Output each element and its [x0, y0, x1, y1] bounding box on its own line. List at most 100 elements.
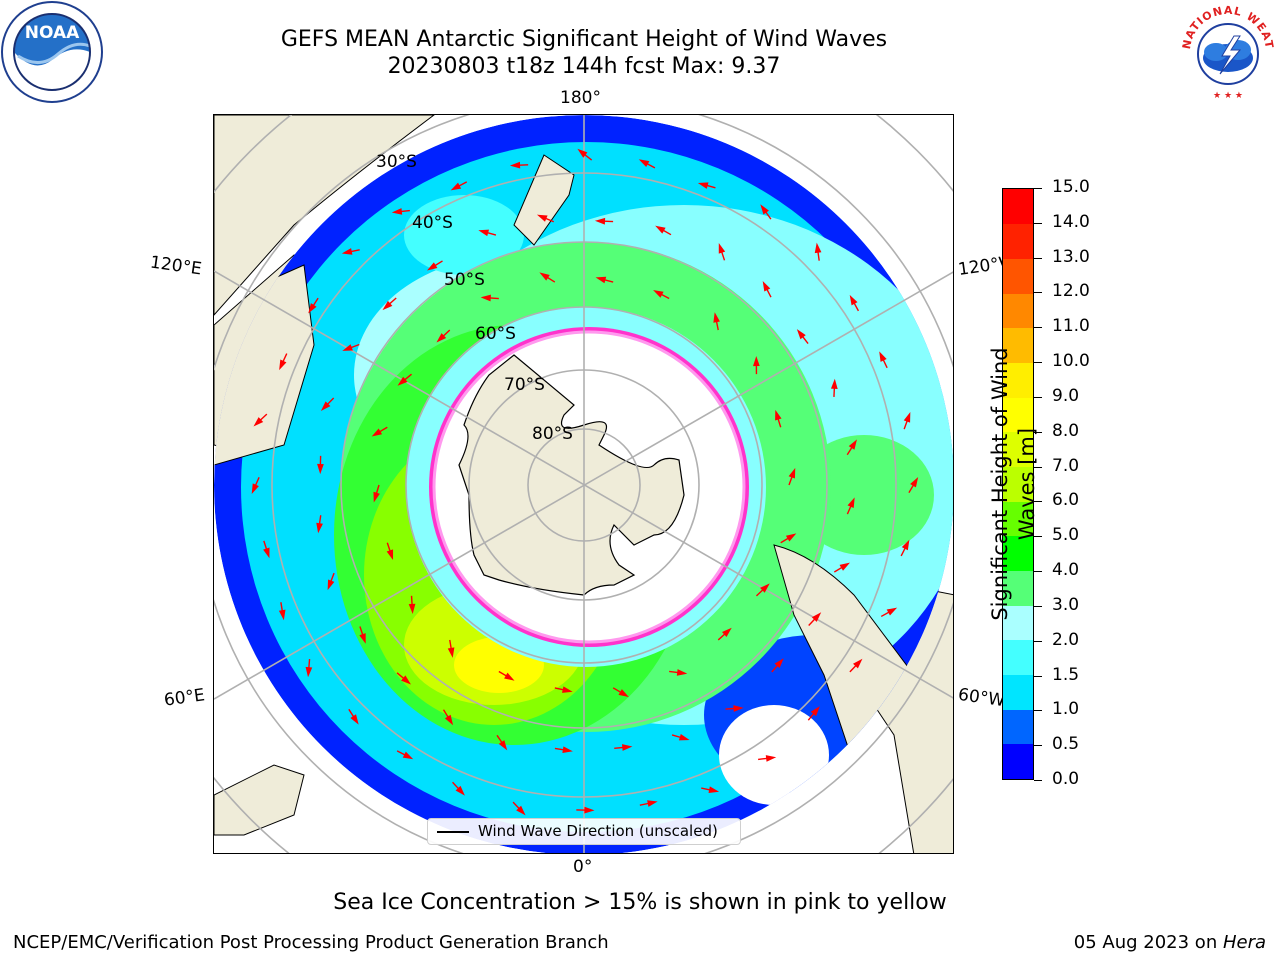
colorbar-tick-mark	[1034, 188, 1042, 189]
colorbar-segment	[1003, 605, 1033, 641]
wave-arrow-head	[350, 714, 359, 725]
colorbar-tick-mark	[1034, 780, 1042, 781]
colorbar-tick-label: 12.0	[1052, 281, 1090, 302]
colorbar-tick-label: 1.0	[1052, 699, 1080, 720]
colorbar-segment	[1003, 258, 1033, 294]
legend-label: Wind Wave Direction (unscaled)	[478, 822, 718, 840]
colorbar-tick-mark	[1034, 362, 1042, 364]
wave-arrow-head	[444, 714, 454, 726]
colorbar-segment	[1003, 362, 1033, 398]
colorbar-tick-mark	[1034, 710, 1042, 712]
wave-arrow-head	[539, 272, 550, 281]
colorbar-segment	[1003, 327, 1033, 363]
wave-arrow-head	[811, 612, 822, 622]
colorbar-tick-label: 10.0	[1052, 351, 1090, 372]
wave-arrow-head	[427, 262, 438, 271]
colorbar-tick-mark	[1034, 675, 1042, 677]
lat-label-70s: 70°S	[504, 375, 545, 395]
colorbar-tick-mark	[1034, 396, 1042, 398]
lat-label-60s: 60°S	[475, 324, 516, 344]
lon-label-upper-left: 120°E	[148, 252, 203, 280]
colorbar-segment	[1003, 293, 1033, 329]
wave-arrow-head	[775, 409, 782, 421]
wave-arrow-head	[279, 359, 287, 371]
map-legend: Wind Wave Direction (unscaled)	[427, 818, 741, 845]
wave-arrow-head	[594, 217, 606, 225]
wave-arrow-head	[536, 214, 548, 222]
colorbar-segment	[1003, 709, 1033, 745]
colorbar-tick-label: 11.0	[1052, 316, 1090, 337]
wave-arrow-head	[359, 633, 366, 644]
colorbar-segment	[1003, 639, 1033, 675]
chart-subtitle: 20230803 t18z 144h fcst Max: 9.37	[387, 54, 781, 79]
wave-arrow-head	[774, 658, 784, 669]
wave-arrow-head	[653, 289, 664, 298]
wind-wave-direction-arrows	[251, 148, 919, 816]
wave-arrow-head	[391, 208, 403, 215]
colorbar-segment	[1003, 743, 1033, 779]
colorbar-tick-label: 7.0	[1052, 455, 1080, 476]
wave-arrow-head	[371, 428, 383, 437]
nws-logo: NATIONAL WEATHER SERVICE ★ ★ ★	[1171, 0, 1280, 104]
wave-arrow-head	[504, 672, 515, 681]
colorbar-tick-mark	[1034, 431, 1042, 433]
lat-label-40s: 40°S	[412, 213, 453, 233]
wave-arrow-head	[697, 182, 709, 189]
wave-arrow-head	[408, 603, 416, 615]
wave-arrow-head	[480, 294, 491, 302]
wave-arrow-head	[849, 294, 858, 306]
lon-label-lower-left: 60°E	[162, 685, 207, 711]
wave-arrow-head	[796, 329, 806, 340]
colorbar-segment	[1003, 223, 1033, 259]
wave-arrow-head	[509, 161, 521, 169]
colorbar-tick-mark	[1034, 745, 1042, 747]
colorbar-tick-label: 1.5	[1052, 664, 1080, 685]
wave-arrow-head	[316, 522, 323, 534]
colorbar-title: Significant Height of Wind Waves [m]	[988, 347, 1039, 621]
footer-host: Hera	[1222, 932, 1266, 953]
wave-arrow-head	[708, 786, 720, 794]
wave-arrow-head	[263, 547, 270, 559]
wave-arrow-head	[762, 280, 771, 292]
wave-arrow-head	[382, 300, 393, 311]
wave-arrow-head	[618, 689, 629, 698]
wave-arrow-head	[447, 647, 455, 658]
noaa-logo: NOAA	[0, 0, 104, 104]
colorbar-tick-label: 3.0	[1052, 594, 1080, 615]
colorbar-tick-label: 8.0	[1052, 420, 1080, 441]
colorbar-tick-label: 5.0	[1052, 525, 1080, 546]
wave-arrow-head	[251, 483, 259, 494]
wave-arrow-head	[760, 583, 770, 593]
wave-arrow-head	[647, 800, 658, 807]
wave-arrow-head	[373, 491, 380, 503]
wave-arrow-head	[577, 148, 588, 158]
wave-arrow-head	[886, 607, 898, 616]
footer-date: 05 Aug 2023 on Hera	[1074, 932, 1266, 953]
lon-label-top: 180°	[560, 88, 601, 108]
lat-label-50s: 50°S	[444, 270, 485, 290]
wave-arrow-head	[676, 669, 688, 676]
colorbar-tick-label: 0.5	[1052, 734, 1080, 755]
sea-ice-note: Sea Ice Concentration > 15% is shown in …	[333, 890, 947, 915]
noaa-logo-text: NOAA	[25, 23, 80, 43]
wave-arrow-head	[879, 351, 887, 362]
wave-arrow-head	[562, 746, 573, 754]
wave-arrow-head	[814, 242, 822, 254]
wave-arrow-head	[317, 463, 324, 475]
wave-arrow-head	[765, 755, 777, 762]
wave-arrow-head	[847, 497, 855, 509]
wave-arrow-head	[722, 627, 732, 638]
wave-arrow-head	[562, 686, 573, 693]
wave-arrow-head	[839, 562, 850, 571]
wave-arrow-head	[853, 658, 863, 669]
colorbar-tick-label: 0.0	[1052, 769, 1080, 789]
wave-arrow-head	[498, 740, 508, 751]
wave-arrow-head	[621, 744, 633, 751]
lon-label-bottom: 0°	[573, 857, 593, 877]
colorbar-segment	[1003, 674, 1033, 710]
colorbar-segment	[1003, 501, 1033, 537]
colorbar-tick-mark	[1034, 501, 1042, 503]
chart-title: GEFS MEAN Antarctic Significant Height o…	[280, 27, 888, 52]
wave-arrow-head	[910, 476, 919, 488]
colorbar-tick-mark	[1034, 605, 1042, 607]
